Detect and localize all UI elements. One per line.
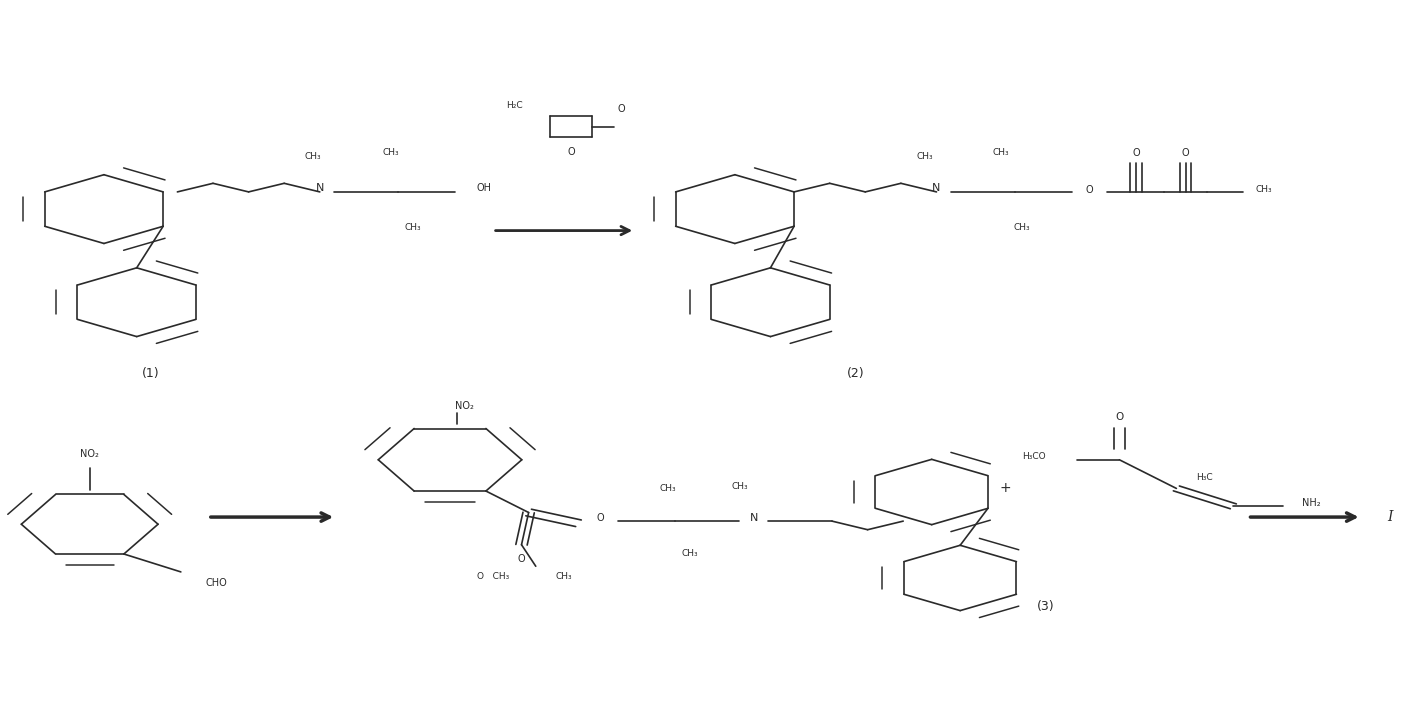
- Text: N: N: [749, 513, 758, 523]
- Text: O: O: [616, 104, 625, 114]
- Text: O: O: [1116, 412, 1123, 422]
- Text: O   CH₃: O CH₃: [477, 572, 509, 582]
- Text: O: O: [568, 147, 575, 157]
- Text: O: O: [596, 513, 604, 523]
- Text: O: O: [1085, 185, 1093, 195]
- Text: I: I: [1387, 510, 1393, 524]
- Text: O: O: [1132, 147, 1140, 157]
- Text: H₃CO: H₃CO: [1022, 452, 1046, 462]
- Text: +: +: [1000, 482, 1012, 495]
- Text: O: O: [518, 554, 525, 564]
- Text: NH₂: NH₂: [1303, 498, 1321, 508]
- Text: CH₃: CH₃: [382, 148, 400, 157]
- Text: CH₃: CH₃: [1013, 223, 1030, 232]
- Text: CH₃: CH₃: [557, 572, 572, 582]
- Text: NO₂: NO₂: [80, 449, 98, 459]
- Text: (2): (2): [848, 367, 865, 380]
- Text: OH: OH: [477, 183, 491, 193]
- Text: CH₃: CH₃: [916, 152, 933, 160]
- Text: N: N: [932, 183, 940, 193]
- Text: (3): (3): [1037, 600, 1055, 613]
- Text: CH₃: CH₃: [1256, 186, 1273, 194]
- Text: CH₃: CH₃: [681, 549, 698, 558]
- Text: CH₃: CH₃: [992, 148, 1009, 157]
- Text: NO₂: NO₂: [455, 400, 474, 411]
- Text: O: O: [1182, 147, 1190, 157]
- Text: CH₃: CH₃: [304, 152, 321, 160]
- Text: N: N: [315, 183, 324, 193]
- Text: H₂C: H₂C: [505, 101, 522, 110]
- Text: (1): (1): [143, 367, 160, 380]
- Text: CHO: CHO: [205, 577, 227, 587]
- Text: CH₃: CH₃: [731, 482, 748, 491]
- Text: CH₃: CH₃: [404, 223, 421, 232]
- Text: CH₃: CH₃: [659, 485, 676, 493]
- Text: H₃C: H₃C: [1197, 473, 1213, 482]
